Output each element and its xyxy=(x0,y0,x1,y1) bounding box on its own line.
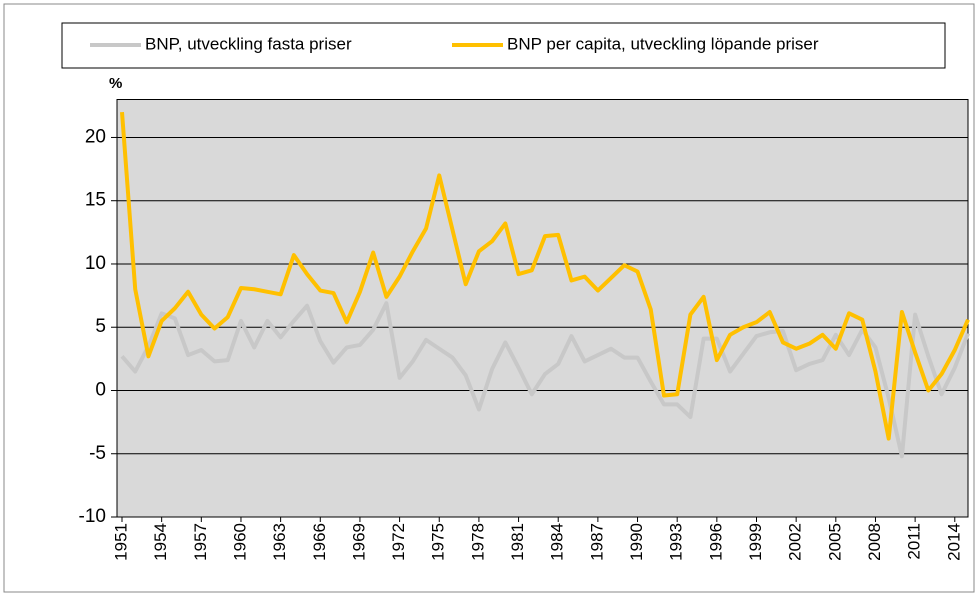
legend-box xyxy=(61,22,946,69)
legend-label: BNP per capita, utveckling löpande prise… xyxy=(507,34,819,53)
plot-area xyxy=(116,99,969,518)
y-tick-label: 20 xyxy=(85,126,106,147)
x-tick-label: 1981 xyxy=(508,523,527,561)
x-tick-label: 1954 xyxy=(151,523,170,561)
x-tick-label: 1984 xyxy=(548,523,567,561)
x-tick-label: 2002 xyxy=(786,523,805,561)
y-tick-label: -5 xyxy=(89,443,106,464)
legend-label: BNP, utveckling fasta priser xyxy=(145,34,352,53)
x-tick-label: 1996 xyxy=(706,523,725,561)
x-tick-label: 1963 xyxy=(270,523,289,561)
x-tick-label: 1951 xyxy=(111,523,130,561)
y-tick-label: 10 xyxy=(85,253,106,274)
x-tick-label: 2008 xyxy=(865,523,884,561)
y-tick-label: 15 xyxy=(85,190,106,211)
x-tick-label: 1972 xyxy=(389,523,408,561)
x-tick-label: 2005 xyxy=(825,523,844,561)
x-tick-label: 1957 xyxy=(191,523,210,561)
x-tick-label: 2011 xyxy=(905,523,924,560)
y-tick-label: -10 xyxy=(79,506,106,527)
x-tick-label: 2014 xyxy=(944,523,963,561)
x-tick-label: 1987 xyxy=(587,523,606,561)
y-axis-label: % xyxy=(109,75,122,92)
x-tick-label: 1990 xyxy=(627,523,646,561)
x-tick-label: 1999 xyxy=(746,523,765,561)
series-line xyxy=(120,112,970,441)
x-tick-label: 1978 xyxy=(468,523,487,561)
series-line xyxy=(120,301,970,459)
x-tick-label: 1975 xyxy=(429,523,448,561)
x-tick-label: 1960 xyxy=(230,523,249,561)
x-tick-label: 1969 xyxy=(349,523,368,561)
x-tick-label: 1993 xyxy=(667,523,686,561)
y-tick-label: 0 xyxy=(95,380,106,401)
y-tick-label: 5 xyxy=(95,316,106,337)
x-tick-label: 1966 xyxy=(310,523,329,561)
